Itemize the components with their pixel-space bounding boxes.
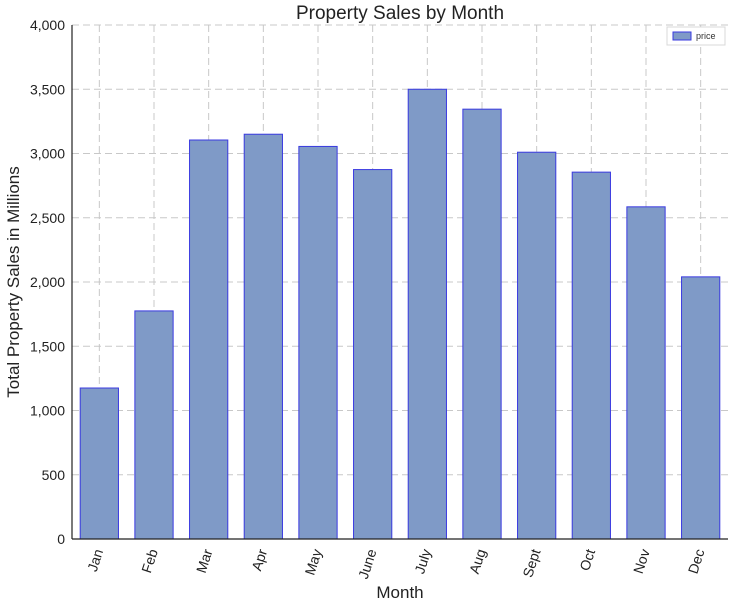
y-tick-label: 3,500 <box>30 81 65 97</box>
x-tick-label: Apr <box>248 547 270 573</box>
x-tick-label: Aug <box>466 547 489 576</box>
legend-label-price: price <box>696 31 716 41</box>
bar-nov <box>626 206 666 540</box>
x-tick-labels: Jan Feb Mar Apr May June July Aug Sept Oct Nov Dec <box>84 547 708 581</box>
x-tick-label: June <box>355 547 380 581</box>
legend: price <box>666 26 726 46</box>
chart-title: Property Sales by Month <box>296 3 504 24</box>
bar-dec <box>681 276 721 540</box>
x-tick-label: Mar <box>193 547 216 575</box>
bars <box>79 88 721 540</box>
y-tick-label: 2,500 <box>30 210 65 226</box>
x-tick-label: Feb <box>138 547 161 575</box>
bar-jan <box>79 387 119 540</box>
y-tick-label: 3,000 <box>30 146 65 162</box>
x-tick-label: Dec <box>685 547 708 576</box>
bar-may <box>298 145 338 540</box>
bar-mar <box>189 139 229 540</box>
bar-aug <box>462 108 502 540</box>
bar-apr <box>243 133 283 540</box>
y-tick-label: 4,000 <box>30 17 65 33</box>
bar-july <box>407 88 447 540</box>
x-axis-label: Month <box>376 583 423 600</box>
y-tick-labels: 0 500 1,000 1,500 2,000 2,500 3,000 3,500 4,000 <box>30 17 65 547</box>
x-tick-label: Jan <box>84 547 106 573</box>
y-tick-label: 1,500 <box>30 338 65 354</box>
x-tick-label: Nov <box>630 547 653 576</box>
x-tick-label: May <box>301 547 324 577</box>
y-axis-label: Total Property Sales in Millions <box>4 166 23 397</box>
bar-sept <box>517 151 557 540</box>
legend-swatch-price <box>672 31 692 41</box>
bar-feb <box>134 310 174 540</box>
x-tick-label: Oct <box>576 547 598 573</box>
y-tick-label: 500 <box>42 467 66 483</box>
x-tick-label: Sept <box>519 547 543 579</box>
x-tick-label: July <box>411 547 434 576</box>
bar-oct <box>571 171 611 540</box>
y-tick-label: 1,000 <box>30 403 65 419</box>
bar-june <box>353 169 393 540</box>
y-tick-label: 2,000 <box>30 274 65 290</box>
y-tick-label: 0 <box>57 531 65 547</box>
